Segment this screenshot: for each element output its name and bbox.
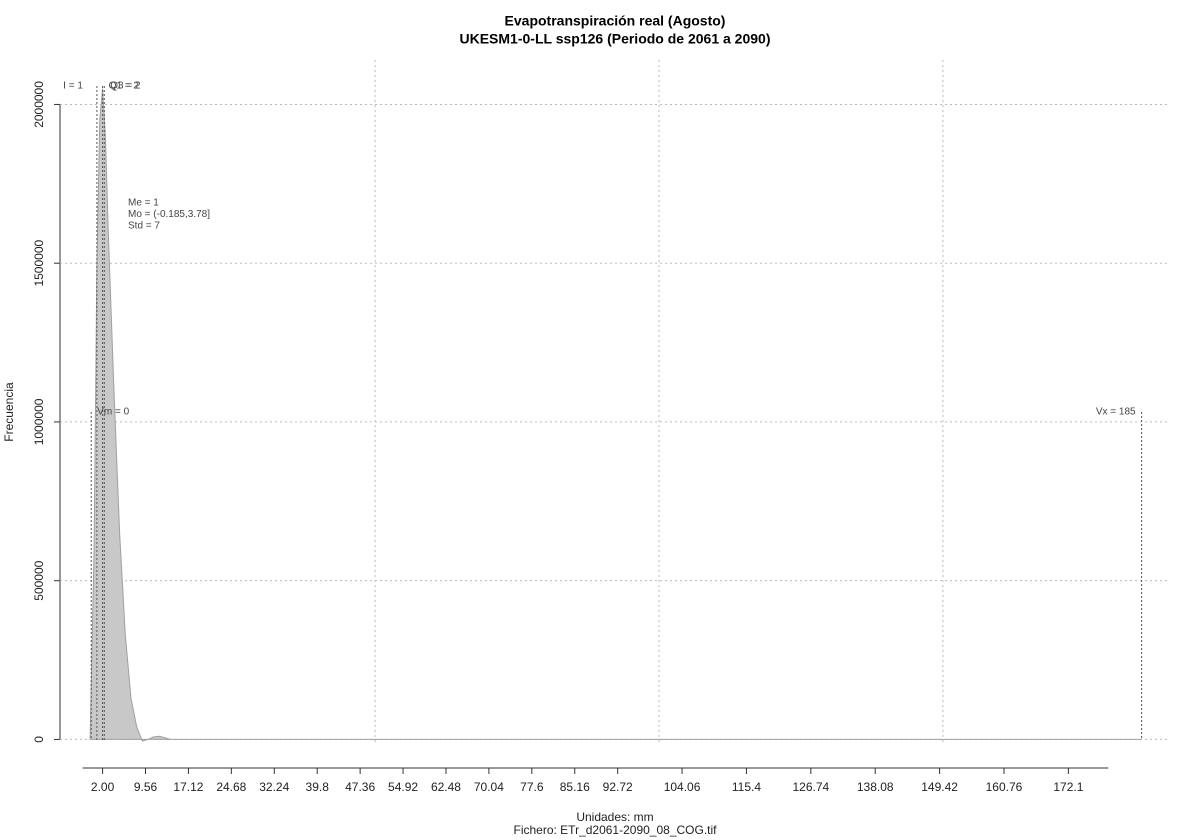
y-tick-label: 1500000 — [32, 240, 46, 287]
x-tick-label: 2.00 — [91, 780, 115, 794]
footer: Fichero: ETr_d2061-2090_08_COG.tif — [514, 823, 718, 837]
x-tick-label: 70.04 — [474, 780, 504, 794]
density-area — [89, 88, 1142, 742]
y-tick-label: 0 — [32, 736, 46, 743]
x-tick-label: 149.42 — [921, 780, 958, 794]
x-tick-label: 32.24 — [259, 780, 289, 794]
stat-label: Std = 7 — [128, 221, 160, 232]
x-tick-label: 172.1 — [1053, 780, 1083, 794]
x-tick-label: 138.08 — [857, 780, 894, 794]
chart-title: Evapotranspiración real (Agosto) — [505, 13, 726, 29]
marker-label: Q3 = 2 — [110, 81, 141, 92]
marker-label: Vx = 185 — [1096, 407, 1136, 418]
stat-label: Me = 1 — [128, 198, 159, 209]
y-tick-label: 1000000 — [32, 398, 46, 445]
y-tick-label: 500000 — [32, 560, 46, 600]
y-tick-label: 2000000 — [32, 81, 46, 128]
marker-label: I = 1 — [63, 81, 83, 92]
marker-label: Vm = 0 — [97, 407, 129, 418]
x-tick-label: 24.68 — [216, 780, 246, 794]
marker-label: Q1 = 2 — [109, 81, 140, 92]
x-tick-label: 47.36 — [345, 780, 375, 794]
x-axis-label: Unidades: mm — [576, 810, 653, 824]
x-tick-label: 39.8 — [306, 780, 330, 794]
stat-label: Mo = (-0.185,3.78] — [128, 209, 210, 220]
x-tick-label: 115.4 — [732, 780, 761, 794]
x-tick-label: 104.06 — [664, 780, 701, 794]
x-tick-label: 85.16 — [560, 780, 590, 794]
x-tick-label: 160.76 — [986, 780, 1023, 794]
x-tick-label: 54.92 — [388, 780, 418, 794]
x-tick-label: 17.12 — [173, 780, 203, 794]
x-tick-label: 126.74 — [792, 780, 829, 794]
chart-subtitle: UKESM1-0-LL ssp126 (Periodo de 2061 a 20… — [460, 31, 771, 47]
x-tick-label: 62.48 — [431, 780, 461, 794]
x-tick-label: 92.72 — [603, 780, 633, 794]
x-tick-label: 77.6 — [520, 780, 544, 794]
x-tick-label: 9.56 — [134, 780, 158, 794]
y-axis-label: Frecuencia — [2, 382, 16, 442]
